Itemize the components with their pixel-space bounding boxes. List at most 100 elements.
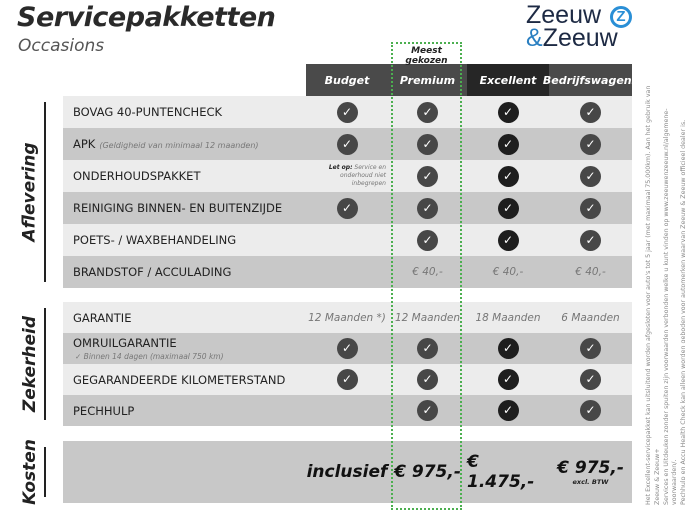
- cell-premium: 12 Maanden: [388, 302, 467, 333]
- cell-excellent: € 40,-: [467, 256, 549, 288]
- cell-bedrijfswagens: 6 Maanden: [549, 302, 632, 333]
- check-icon: ✓: [580, 400, 601, 421]
- check-icon: ✓: [580, 133, 601, 155]
- cell-bedrijfswagens: ✓: [549, 192, 632, 224]
- section-title: Aflevering: [20, 142, 41, 242]
- cell-budget: inclusief: [306, 441, 388, 503]
- cell-excellent: ✓: [467, 224, 549, 256]
- cell-premium: € 975,-: [388, 441, 467, 503]
- section-label-zekerheid: Zekerheid: [0, 302, 60, 426]
- cell-value: € 40,-: [575, 266, 606, 278]
- cell-value: € 40,-: [492, 266, 524, 278]
- cell-premium: ✓: [388, 160, 467, 192]
- page-title: Servicepakketten: [17, 2, 276, 33]
- cell-bedrijfswagens: € 975,- excl. BTW: [549, 441, 632, 503]
- row-label: GARANTIE: [73, 311, 131, 325]
- section-label-aflevering: Aflevering: [0, 96, 60, 288]
- cell-budget: [306, 395, 388, 426]
- check-icon: ✓: [497, 133, 519, 155]
- cell-value: 12 Maanden: [394, 311, 461, 324]
- check-icon: ✓: [336, 338, 358, 359]
- row-label: REINIGING BINNEN- EN BUITENZIJDE: [73, 201, 282, 215]
- table-row: BOVAG 40-PUNTENCHECK ✓ ✓ ✓ ✓: [63, 96, 632, 128]
- price: € 1.475,-: [467, 452, 535, 492]
- cell-budget: ✓: [306, 96, 388, 128]
- table-row: OMRUILGARANTIE ✓ Binnen 14 dagen (maximaa…: [63, 333, 632, 364]
- cell-excellent: ✓: [467, 192, 549, 224]
- cell-bedrijfswagens: € 40,-: [549, 256, 632, 288]
- budget-note: Let op: Service en onderhoud niet inbegr…: [308, 164, 386, 188]
- cell-budget: ✓: [306, 333, 388, 364]
- row-label: APK (Geldigheid van minimaal 12 maanden): [73, 137, 259, 151]
- table-row: REINIGING BINNEN- EN BUITENZIJDE ✓ ✓ ✓ ✓: [63, 192, 632, 224]
- cell-excellent: ✓: [467, 160, 549, 192]
- table-row: GARANTIE 12 Maanden *) 12 Maanden 18 Maande…: [63, 302, 632, 333]
- cell-bedrijfswagens: ✓: [549, 128, 632, 160]
- cell-value: € 40,-: [412, 266, 443, 278]
- row-label: ONDERHOUDSPAKKET: [73, 169, 200, 183]
- section-divider: [44, 102, 46, 282]
- cell-budget: ✓: [306, 364, 388, 395]
- price: inclusief: [306, 462, 388, 482]
- cell-premium: ✓: [388, 395, 467, 426]
- check-icon: ✓: [580, 165, 601, 187]
- column-header-excellent: Excellent: [467, 64, 549, 96]
- row-label-text: POETS- / WAXBEHANDELING: [73, 233, 237, 247]
- table-row: ONDERHOUDSPAKKET Let op: Service en onder…: [63, 160, 632, 192]
- check-icon: ✓: [497, 165, 519, 187]
- check-icon: ✓: [580, 369, 601, 390]
- row-label-text: BOVAG 40-PUNTENCHECK: [73, 105, 223, 119]
- cell-excellent: ✓: [467, 395, 549, 426]
- most-chosen-label: Meest gekozen: [405, 46, 448, 66]
- cell-budget: ✓: [306, 128, 388, 160]
- column-header-budget: Budget: [306, 64, 388, 96]
- check-icon: ✓: [336, 197, 358, 219]
- cell-premium: ✓: [388, 333, 467, 364]
- footnote-line: Het Excellent-servicepakket kan uitsluit…: [645, 85, 661, 505]
- column-header-premium: Premium: [388, 64, 467, 96]
- cell-excellent: € 1.475,-: [467, 441, 549, 503]
- check-icon: ✓: [497, 400, 519, 421]
- cell-value: 6 Maanden: [561, 311, 620, 324]
- cell-excellent: ✓: [467, 96, 549, 128]
- cell-value: 18 Maanden: [475, 311, 541, 324]
- footnotes: Het Excellent-servicepakket kan uitsluit…: [645, 75, 685, 505]
- cell-premium: ✓: [388, 128, 467, 160]
- excl-vat-note: excl. BTW: [572, 478, 609, 486]
- cell-budget: [306, 256, 388, 288]
- check-icon: ✓: [417, 229, 438, 251]
- check-icon: ✓: [497, 338, 519, 359]
- cell-bedrijfswagens: ✓: [549, 333, 632, 364]
- cell-budget: ✓: [306, 192, 388, 224]
- cell-excellent: ✓: [467, 128, 549, 160]
- check-icon: ✓: [417, 338, 438, 359]
- check-icon: ✓: [417, 165, 438, 187]
- row-label-text: OMRUILGARANTIE: [73, 336, 177, 350]
- row-label-text: APK: [73, 137, 96, 151]
- cell-bedrijfswagens: ✓: [549, 395, 632, 426]
- check-icon: ✓: [497, 369, 519, 390]
- check-icon: ✓: [336, 133, 358, 155]
- section-title: Kosten: [20, 439, 40, 505]
- row-label: OMRUILGARANTIE: [73, 336, 177, 350]
- check-icon: ✓: [336, 101, 358, 123]
- check-icon: ✓: [417, 369, 438, 390]
- check-icon: ✓: [580, 101, 601, 123]
- check-icon: ✓: [417, 400, 438, 421]
- row-label-text: REINIGING BINNEN- EN BUITENZIJDE: [73, 201, 283, 215]
- section-title: Zekerheid: [20, 315, 41, 413]
- cell-budget: Let op: Service en onderhoud niet inbegr…: [306, 160, 388, 192]
- row-note: (Geldigheid van minimaal 12 maanden): [99, 141, 259, 150]
- note-text: Service en onderhoud niet inbegrepen: [340, 164, 386, 187]
- cell-budget: [306, 224, 388, 256]
- cell-bedrijfswagens: ✓: [549, 224, 632, 256]
- row-label-text: BRANDSTOF / ACCULADING: [73, 265, 232, 279]
- cell-bedrijfswagens: ✓: [549, 96, 632, 128]
- check-icon: ✓: [580, 229, 601, 251]
- row-label: POETS- / WAXBEHANDELING: [73, 233, 236, 247]
- table-row: POETS- / WAXBEHANDELING ✓ ✓ ✓: [63, 224, 632, 256]
- check-icon: ✓: [580, 197, 601, 219]
- logo-z-icon: Z: [610, 6, 632, 28]
- cell-bedrijfswagens: ✓: [549, 160, 632, 192]
- table-row: inclusief € 975,- € 1.475,- € 975,- excl. BT…: [63, 441, 632, 503]
